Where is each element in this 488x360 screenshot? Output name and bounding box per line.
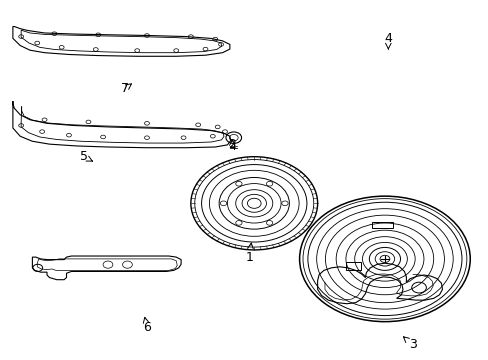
Bar: [371, 222, 392, 228]
Text: 6: 6: [143, 320, 151, 333]
Text: 5: 5: [80, 150, 87, 163]
Bar: [345, 262, 360, 270]
Text: 7: 7: [121, 82, 129, 95]
Text: 3: 3: [408, 338, 416, 351]
Text: 4: 4: [384, 32, 391, 45]
Text: 1: 1: [245, 251, 253, 264]
Text: 2: 2: [228, 138, 236, 150]
